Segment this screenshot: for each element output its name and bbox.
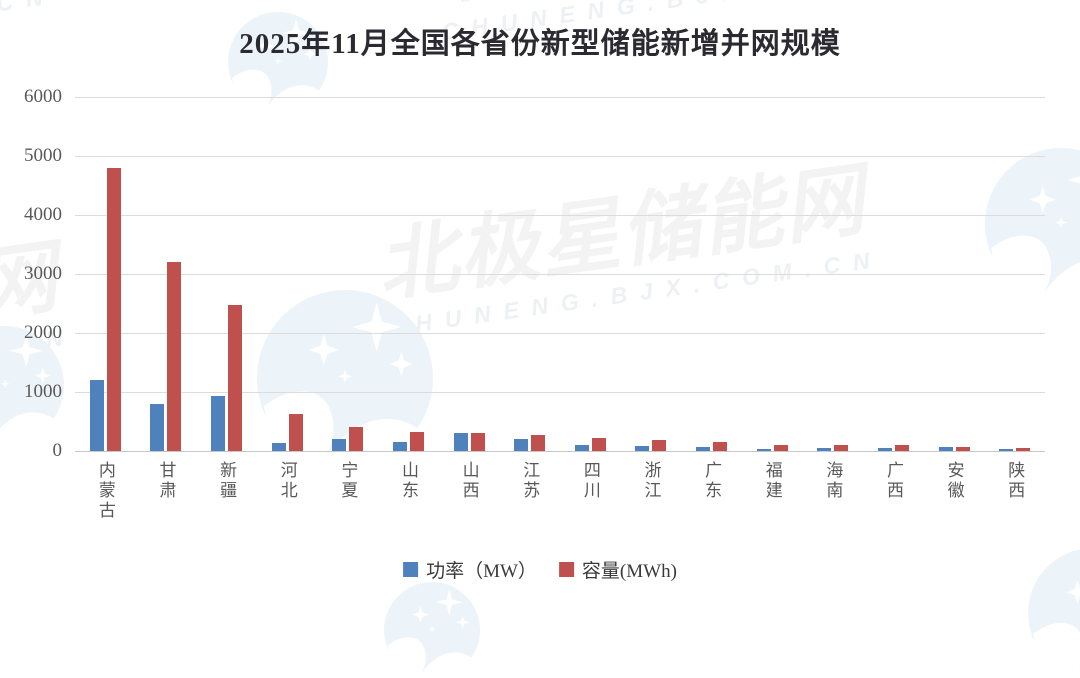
power-bar-河北	[271, 443, 286, 451]
capacity-bar-内蒙古	[106, 167, 121, 451]
bar-group-广西	[863, 97, 924, 451]
capacity-bar-广西	[894, 445, 909, 451]
y-tick-label: 2000	[24, 322, 62, 343]
x-tick-label-甘肃: 甘肃	[156, 461, 176, 501]
y-tick-label: 4000	[24, 204, 62, 225]
power-bar-宁夏	[332, 439, 347, 451]
chart-legend: 功率（MW） 容量(MWh)	[403, 556, 677, 583]
bar-group-广东	[681, 97, 742, 451]
capacity-bar-甘肃	[167, 262, 182, 451]
capacity-bar-广东	[713, 442, 728, 451]
x-tick-label-海南: 海南	[823, 461, 843, 501]
power-bar-广东	[696, 446, 711, 451]
x-tick-label-宁夏: 宁夏	[338, 461, 358, 501]
x-tick-label-安徽: 安徽	[944, 461, 964, 501]
power-bar-广西	[877, 447, 892, 451]
gridline-0	[75, 451, 1045, 452]
capacity-bar-陕西	[1016, 447, 1031, 451]
bar-group-甘肃	[136, 97, 197, 451]
power-bar-安徽	[938, 446, 953, 451]
x-tick-label-江苏: 江苏	[520, 461, 540, 501]
y-tick-label: 1000	[24, 381, 62, 402]
power-bar-山西	[453, 432, 468, 451]
bar-group-宁夏	[318, 97, 379, 451]
chart-title: 2025年11月全国各省份新型储能新增并网规模	[239, 28, 841, 60]
power-bar-新疆	[211, 395, 226, 451]
capacity-bar-江苏	[531, 435, 546, 451]
power-bar-内蒙古	[89, 380, 104, 451]
legend-swatch-icon	[403, 562, 419, 577]
bar-group-陕西	[984, 97, 1045, 451]
bar-group-山东	[378, 97, 439, 451]
bar-group-四川	[560, 97, 621, 451]
bar-group-内蒙古	[75, 97, 136, 451]
legend-label: 容量(MWh)	[581, 561, 677, 582]
y-tick-label: 5000	[24, 145, 62, 166]
legend-swatch-icon	[558, 562, 574, 577]
capacity-bar-海南	[834, 444, 849, 451]
power-bar-海南	[817, 447, 832, 451]
x-tick-label-山东: 山东	[398, 461, 418, 501]
bar-group-新疆	[196, 97, 257, 451]
x-tick-label-山西: 山西	[459, 461, 479, 501]
gridline-5000	[75, 156, 1045, 157]
capacity-bar-福建	[773, 444, 788, 451]
x-tick-label-河北: 河北	[277, 461, 297, 501]
legend-label: 功率（MW）	[426, 561, 537, 582]
power-bar-福建	[756, 448, 771, 451]
x-tick-label-福建: 福建	[762, 461, 782, 501]
capacity-bar-山东	[409, 431, 424, 451]
power-bar-浙江	[635, 445, 650, 451]
legend-item: 功率（MW）	[403, 556, 537, 583]
bar-group-安徽	[924, 97, 985, 451]
power-bar-甘肃	[150, 404, 165, 451]
y-tick-label: 3000	[24, 263, 62, 284]
y-tick-label: 0	[52, 440, 63, 461]
capacity-bar-山西	[470, 433, 485, 451]
capacity-bar-安徽	[955, 447, 970, 451]
bar-group-海南	[803, 97, 864, 451]
gridline-2000	[75, 333, 1045, 334]
x-tick-label-内蒙古: 内蒙古	[95, 461, 115, 521]
x-tick-label-广西: 广西	[883, 461, 903, 501]
bar-group-江苏	[499, 97, 560, 451]
legend-item: 容量(MWh)	[558, 556, 677, 583]
bar-chart: 2025年11月全国各省份新型储能新增并网规模 0 1000 2000 3000 400…	[24, 28, 1045, 583]
bar-group-山西	[439, 97, 500, 451]
x-tick-label-浙江: 浙江	[641, 461, 661, 501]
x-tick-label-广东: 广东	[702, 461, 722, 501]
power-bar-陕西	[999, 448, 1014, 451]
power-bar-四川	[574, 444, 589, 451]
bar-group-浙江	[621, 97, 682, 451]
x-tick-label-新疆: 新疆	[217, 461, 237, 501]
capacity-bar-四川	[591, 438, 606, 451]
power-bar-江苏	[514, 438, 529, 451]
gridline-6000	[75, 97, 1045, 98]
bar-group-河北	[257, 97, 318, 451]
gridline-1000	[75, 392, 1045, 393]
plot-area	[75, 97, 1045, 452]
capacity-bar-河北	[288, 413, 303, 451]
x-tick-label-四川: 四川	[580, 461, 600, 501]
gridline-4000	[75, 215, 1045, 216]
gridline-3000	[75, 274, 1045, 275]
capacity-bar-宁夏	[349, 426, 364, 451]
power-bar-山东	[392, 441, 407, 451]
x-tick-label-陕西: 陕西	[1005, 461, 1025, 501]
y-tick-label: 6000	[24, 86, 62, 107]
bar-group-福建	[742, 97, 803, 451]
capacity-bar-新疆	[228, 305, 243, 451]
capacity-bar-浙江	[652, 439, 667, 451]
